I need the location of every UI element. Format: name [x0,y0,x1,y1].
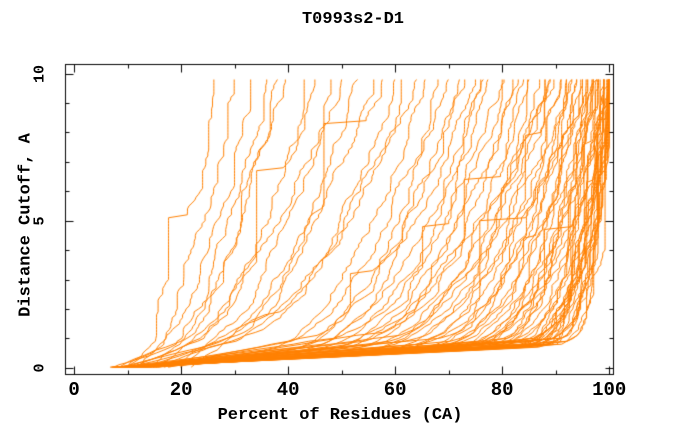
x-tick-label: 60 [383,379,407,401]
x-axis-label: Percent of Residues (CA) [217,406,463,425]
x-tick-label: 0 [68,379,80,401]
chart-title: T0993s2-D1 [301,10,405,29]
x-tick-label: 100 [592,379,627,401]
x-tick-label: 20 [169,379,193,401]
y-tick-label: 5 [31,216,49,226]
y-tick-label: 0 [31,363,49,373]
x-tick-label: 80 [490,379,514,401]
x-tick-label: 40 [276,379,300,401]
y-tick-label: 10 [31,64,49,83]
